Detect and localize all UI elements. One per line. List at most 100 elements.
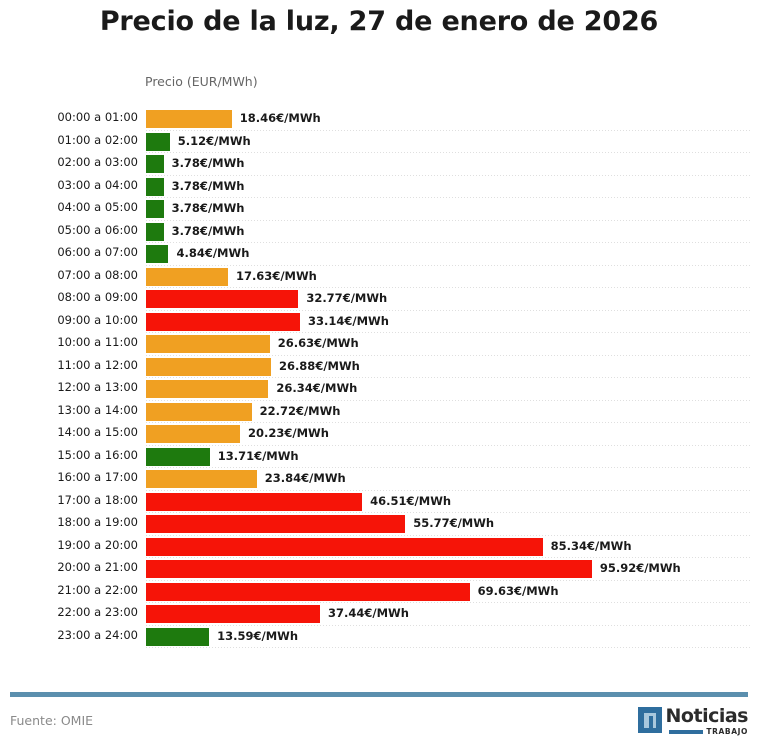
- brand-sub-row: TRABAJO: [669, 728, 748, 736]
- gridline: [146, 534, 750, 536]
- chart-row: 03:00 a 04:00 3.78€/MWh: [0, 176, 758, 198]
- chart-row: 23:00 a 24:00 13.59€/MWh: [0, 626, 758, 648]
- bar-value-label: 26.88€/MWh: [278, 358, 360, 373]
- price-bar: [146, 200, 164, 218]
- price-bar: [146, 177, 164, 196]
- price-bar: [146, 582, 470, 601]
- chart-row: 21:00 a 22:00 69.63€/MWh: [0, 581, 758, 603]
- price-bar: [146, 402, 252, 421]
- bar-value-label: 18.46€/MWh: [239, 111, 321, 125]
- price-bar: [146, 335, 270, 353]
- gridline: [146, 152, 750, 153]
- price-bar: [146, 425, 241, 443]
- row-label-hour: 17:00 a 18:00: [57, 492, 138, 507]
- row-label-hour: 08:00 a 09:00: [57, 290, 138, 304]
- gridline: [146, 219, 750, 221]
- row-label-hour: 00:00 a 01:00: [57, 110, 138, 124]
- row-label-hour: 03:00 a 04:00: [57, 177, 138, 192]
- bar-value-label: 17.63€/MWh: [235, 268, 317, 283]
- row-label-hour: 21:00 a 22:00: [57, 582, 138, 597]
- gridline: [146, 579, 750, 581]
- row-label-hour: 02:00 a 03:00: [57, 155, 138, 169]
- bar-value-label: 3.78€/MWh: [171, 156, 245, 170]
- price-bar: [146, 267, 228, 286]
- bar-value-label: 37.44€/MWh: [328, 606, 409, 620]
- gridline: [146, 647, 750, 648]
- bar-value-label: 85.34€/MWh: [550, 538, 632, 553]
- bar-chart-plot: 00:00 a 01:00 18.46€/MWh 01:00 a 02:00 5.12…: [0, 108, 758, 660]
- bar-value-label: 4.84€/MWh: [176, 246, 250, 260]
- brand-subtitle: TRABAJO: [706, 727, 748, 736]
- chart-row: 08:00 a 09:00 32.77€/MWh: [0, 288, 758, 311]
- price-bar: [146, 110, 232, 128]
- chart-row: 06:00 a 07:00 4.84€/MWh: [0, 243, 758, 266]
- gridline: [146, 309, 750, 311]
- row-label-hour: 13:00 a 14:00: [57, 402, 138, 417]
- gridline: [146, 512, 750, 513]
- chart-row: 01:00 a 02:00 5.12€/MWh: [0, 131, 758, 153]
- bar-value-label: 13.59€/MWh: [217, 628, 299, 643]
- bar-value-label: 23.84€/MWh: [264, 471, 346, 485]
- bar-value-label: 26.34€/MWh: [276, 381, 358, 395]
- bar-value-label: 55.77€/MWh: [413, 516, 495, 530]
- row-label-hour: 10:00 a 11:00: [57, 335, 138, 349]
- gridline: [146, 624, 750, 626]
- price-bar: [146, 132, 170, 151]
- bar-value-label: 20.23€/MWh: [248, 426, 329, 440]
- gridline: [146, 287, 750, 288]
- footer-divider: [10, 692, 748, 697]
- chart-row: 15:00 a 16:00 13.71€/MWh: [0, 446, 758, 468]
- chart-row: 07:00 a 08:00 17.63€/MWh: [0, 266, 758, 288]
- gridline: [146, 444, 750, 446]
- gridline: [146, 354, 750, 356]
- bar-value-label: 32.77€/MWh: [306, 291, 388, 305]
- bar-value-label: 3.78€/MWh: [171, 223, 245, 238]
- price-bar: [146, 492, 363, 511]
- row-label-hour: 07:00 a 08:00: [57, 267, 138, 282]
- price-bar: [146, 515, 406, 533]
- chart-row: 17:00 a 18:00 46.51€/MWh: [0, 491, 758, 513]
- chart-row: 19:00 a 20:00 85.34€/MWh: [0, 536, 758, 558]
- chart-row: 13:00 a 14:00 22.72€/MWh: [0, 401, 758, 423]
- row-label-hour: 09:00 a 10:00: [57, 312, 138, 327]
- source-note: Fuente: OMIE: [10, 713, 94, 728]
- row-label-hour: 14:00 a 15:00: [57, 425, 138, 439]
- gridline: [146, 174, 750, 176]
- price-bar: [146, 155, 164, 173]
- axis-label-precio: Precio (EUR/MWh): [145, 74, 258, 89]
- gridline: [146, 197, 750, 198]
- chart-row: 20:00 a 21:00 95.92€/MWh: [0, 558, 758, 581]
- brand-name: Noticias: [665, 705, 749, 727]
- gridline: [146, 422, 750, 423]
- price-bar: [146, 560, 592, 578]
- bar-value-label: 3.78€/MWh: [171, 178, 245, 193]
- bar-value-label: 69.63€/MWh: [477, 583, 559, 598]
- chart-row: 12:00 a 13:00 26.34€/MWh: [0, 378, 758, 401]
- gridline: [146, 467, 750, 468]
- gridline: [146, 557, 750, 558]
- row-label-hour: 11:00 a 12:00: [57, 357, 138, 372]
- price-bar: [146, 357, 271, 376]
- bar-value-label: 13.71€/MWh: [217, 448, 299, 463]
- row-label-hour: 15:00 a 16:00: [57, 447, 138, 462]
- chart-row: 10:00 a 11:00 26.63€/MWh: [0, 333, 758, 356]
- page-title: Precio de la luz, 27 de enero de 2026: [99, 6, 659, 37]
- brand-accent-bar: [669, 729, 704, 734]
- row-label-hour: 05:00 a 06:00: [57, 222, 138, 237]
- gridline: [146, 399, 750, 401]
- price-bar: [146, 627, 210, 646]
- row-label-hour: 04:00 a 05:00: [57, 200, 138, 214]
- gridline: [146, 489, 750, 491]
- row-label-hour: 12:00 a 13:00: [57, 380, 138, 394]
- price-bar: [146, 312, 301, 331]
- bar-value-label: 22.72€/MWh: [259, 403, 341, 418]
- chart-row: 18:00 a 19:00 55.77€/MWh: [0, 513, 758, 536]
- brand-text: Noticias TRABAJO: [665, 705, 749, 736]
- price-bar: [146, 447, 210, 466]
- chart-row: 04:00 a 05:00 3.78€/MWh: [0, 198, 758, 221]
- row-label-hour: 19:00 a 20:00: [57, 537, 138, 552]
- gridline: [146, 242, 750, 243]
- chart-row: 02:00 a 03:00 3.78€/MWh: [0, 153, 758, 176]
- chart-row: 16:00 a 17:00 23.84€/MWh: [0, 468, 758, 491]
